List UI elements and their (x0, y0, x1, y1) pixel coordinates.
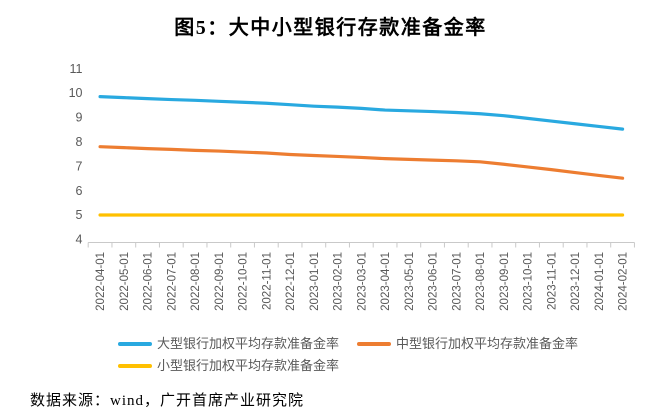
series-large-banks (98, 95, 625, 131)
chart-title: 图5：大中小型银行存款准备金率 (174, 17, 487, 39)
x-axis-label: 2023-08-01 (475, 252, 487, 311)
y-axis-label: 7 (76, 159, 83, 173)
x-axis-label: 2022-08-01 (190, 252, 202, 311)
y-axis-label: 10 (69, 86, 83, 100)
legend-label-small-banks: 小型银行加权平均存款准备金率 (157, 358, 340, 373)
y-axis-label: 11 (70, 62, 83, 76)
legend-swatch-medium-banks (357, 341, 392, 346)
y-axis-label: 4 (76, 233, 83, 247)
x-axis-label: 2023-04-01 (380, 252, 392, 311)
x-axis-label: 2022-09-01 (214, 252, 226, 311)
legend-item-small-banks: 小型银行加权平均存款准备金率 (118, 356, 339, 375)
legend-label-large-banks: 大型银行加权平均存款准备金率 (157, 336, 340, 351)
x-axis-label: 2022-07-01 (166, 252, 178, 311)
x-axis-label: 2022-04-01 (95, 252, 107, 311)
x-axis-label: 2023-12-01 (570, 252, 582, 311)
source-note: 数据来源：wind，广开首席产业研究院 (30, 393, 305, 409)
x-axis-label: 2023-06-01 (428, 252, 440, 311)
x-axis-label: 2022-11-01 (261, 252, 273, 310)
x-axis-label: 2024-02-01 (618, 252, 630, 311)
y-axis-label: 6 (76, 184, 83, 198)
legend-swatch-large-banks (118, 341, 152, 346)
y-axis-label: 8 (76, 135, 83, 149)
x-axis-label: 2023-09-01 (499, 252, 511, 311)
x-axis-label: 2022-10-01 (238, 252, 250, 311)
legend: 大型银行加权平均存款准备金率 中型银行加权平均存款准备金率 小型银行加权平均存款… (118, 334, 588, 375)
x-axis-label: 2022-12-01 (285, 252, 297, 311)
x-axis-label: 2022-05-01 (119, 252, 131, 311)
legend-swatch-small-banks (118, 363, 152, 368)
x-axis-label: 2023-10-01 (523, 252, 535, 311)
x-axis-label: 2023-02-01 (333, 252, 345, 311)
legend-item-medium-banks: 中型银行加权平均存款准备金率 (357, 334, 578, 353)
x-axis-label: 2023-03-01 (356, 252, 368, 311)
legend-item-large-banks: 大型银行加权平均存款准备金率 (118, 334, 339, 353)
legend-label-medium-banks: 中型银行加权平均存款准备金率 (396, 336, 579, 351)
x-axis-label: 2023-05-01 (404, 252, 416, 311)
series-medium-banks (98, 145, 625, 180)
x-axis-label: 2023-01-01 (309, 252, 321, 311)
y-axis-label: 9 (76, 111, 83, 125)
x-axis-label: 2023-11-01 (546, 252, 558, 310)
x-axis-label: 2024-01-01 (594, 252, 606, 311)
y-axis-label: 5 (76, 208, 83, 222)
x-axis-label: 2023-07-01 (451, 252, 463, 311)
x-axis-label: 2022-06-01 (143, 252, 155, 311)
